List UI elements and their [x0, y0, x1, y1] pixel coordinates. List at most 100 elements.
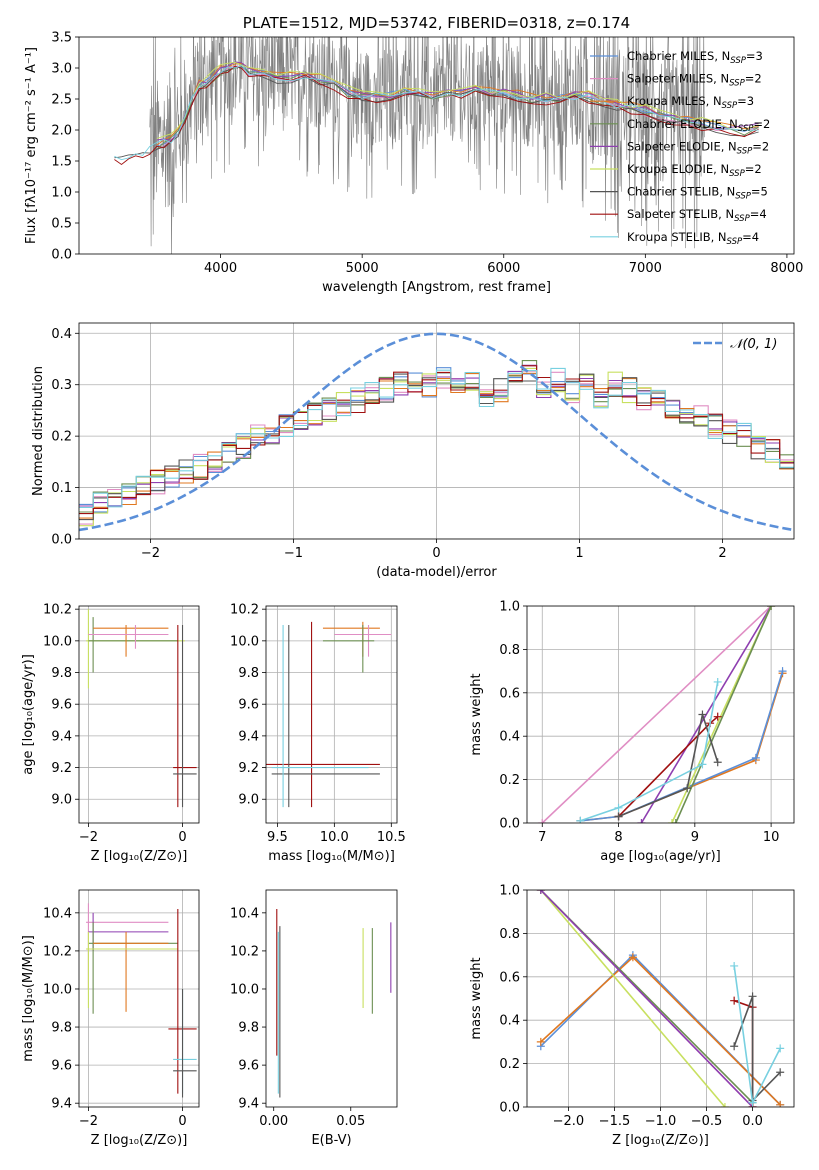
legend-label-kroupa_elodie: Kroupa ELODIE, NSSP=2 [627, 162, 762, 179]
y-tick-label: 10.2 [43, 944, 72, 959]
x-tick-label: 0.00 [259, 1114, 288, 1129]
y-tick-label: 10.2 [230, 944, 259, 959]
weight-point-chabrier_miles [778, 667, 787, 676]
weight-point-kroupa_stelib [614, 803, 623, 812]
y-tick-label: 9.6 [238, 698, 259, 713]
x-tick-label: 10 [763, 830, 780, 845]
y-tick-label: 0.4 [51, 327, 72, 342]
y-tick-label: 1.0 [499, 600, 520, 615]
x-tick-label: 0.05 [336, 1114, 365, 1129]
model-line-kroupa_miles [156, 62, 759, 146]
y-axis-label: mass [log₁₀(M/M⊙)] [21, 935, 36, 1062]
age_vs_mass-plot-area [266, 606, 397, 823]
y-tick-label: 9.8 [51, 1021, 72, 1036]
weight-line-chabrier_miles [580, 670, 784, 822]
y-tick-label: 0.2 [51, 430, 72, 445]
weight-point-kroupa_miles [776, 1100, 785, 1107]
age_vs_z-chart: −2 0 9.0 9.2 9.4 9.6 9.8 10.0 10.2 Z [log₁₀(Z/Z⊙)… [21, 603, 200, 864]
y-tick-label: 0.8 [499, 643, 520, 658]
legend-label-salpeter_miles: Salpeter MILES, NSSP=2 [627, 72, 762, 89]
weight-line-chabrier_stelib [733, 996, 781, 1103]
weight-point-kroupa_elodie [720, 1103, 729, 1107]
weight-line-salpeter_elodie [540, 890, 754, 1107]
weight_vs_age-chart: 7 8 9 10 0.0 0.2 0.4 0.6 0.8 1.0 age [log₁₀(age/yr… [469, 600, 795, 864]
weight-line-kroupa_miles [580, 673, 784, 822]
x-tick-label: −2 [79, 830, 98, 845]
weight-line-kroupa_stelib [580, 681, 719, 822]
x-tick-label: 0 [178, 1114, 186, 1129]
weight-point-kroupa_stelib [776, 1044, 785, 1053]
legend-label-salpeter_elodie: Salpeter ELODIE, NSSP=2 [627, 139, 769, 156]
legend-label-salpeter_stelib: Salpeter STELIB, NSSP=4 [627, 207, 767, 224]
y-axis-label: age [log₁₀(age/yr)] [21, 654, 36, 775]
mass_vs_ebv-frame [265, 889, 398, 1108]
x-tick-label: −2 [79, 1114, 98, 1129]
age_vs_z-plot-area [79, 606, 199, 823]
y-tick-label: 1.5 [51, 155, 72, 170]
weight-line-chabrier_elodie [675, 606, 772, 823]
weight-point-salpeter_elodie [536, 890, 545, 894]
weight_vs_age-plot-area [527, 606, 794, 823]
weight-line-kroupa_elodie [540, 890, 726, 1107]
weight-point-kroupa_stelib [576, 816, 585, 823]
mass_vs_z-chart: −2 0 9.4 9.6 9.8 10.0 10.2 10.4 Z [log₁₀(Z/Z⊙)] m… [21, 889, 200, 1148]
weight-point-chabrier_stelib [713, 758, 722, 767]
x-tick-label: 8000 [770, 261, 803, 276]
weight-point-kroupa_stelib [698, 760, 707, 769]
residuals-chart: −2 −1 0 1 2 0.0 0.1 0.2 0.3 0.4 (data-model)/error… [31, 322, 795, 580]
weight-point-salpeter_elodie [637, 819, 646, 823]
y-tick-label: 9.4 [51, 729, 72, 744]
data-spectrum-line [149, 37, 705, 254]
age_vs_z-frame [78, 605, 200, 824]
weight-point-kroupa_elodie [667, 819, 676, 823]
x-tick-label: 6000 [487, 261, 520, 276]
age_vs_mass-frame [265, 605, 398, 824]
x-axis-label: E(B-V) [311, 1133, 351, 1148]
y-tick-label: 10.0 [43, 634, 72, 649]
y-tick-label: 2.0 [51, 124, 72, 139]
x-tick-label: 7000 [629, 261, 662, 276]
y-tick-label: 0.8 [499, 927, 520, 942]
x-axis-label: Z [log₁₀(Z/Z⊙)] [612, 1133, 709, 1148]
mass_vs_z-frame [78, 889, 200, 1108]
legend-label-chabrier_stelib: Chabrier STELIB, NSSP=5 [627, 185, 768, 202]
y-tick-label: 0.0 [499, 817, 520, 832]
x-tick-label: 8 [614, 830, 622, 845]
weight-point-chabrier_stelib [614, 812, 623, 821]
residuals-plot-area [79, 323, 794, 539]
y-tick-label: 2.5 [51, 93, 72, 108]
weight-point-salpeter_stelib [730, 996, 739, 1005]
x-tick-label: −1 [284, 546, 303, 561]
legend-label-chabrier_miles: Chabrier MILES, NSSP=3 [627, 49, 763, 66]
spectrum-frame [78, 36, 795, 255]
x-tick-label: 5000 [346, 261, 379, 276]
x-tick-label: 10.0 [320, 830, 349, 845]
weight-point-kroupa_stelib [713, 677, 722, 686]
y-tick-label: 9.2 [238, 761, 259, 776]
weight-line-chabrier_stelib [618, 711, 719, 818]
y-tick-label: 9.6 [238, 1059, 259, 1074]
x-tick-label: 7 [538, 830, 546, 845]
y-tick-label: 1.0 [499, 884, 520, 899]
y-tick-label: 9.4 [51, 1097, 72, 1112]
y-tick-label: 9.0 [51, 793, 72, 808]
model-line-chabrier_stelib [114, 66, 759, 159]
y-tick-label: 9.6 [51, 1059, 72, 1074]
y-tick-label: 0.0 [51, 248, 72, 263]
weight-point-kroupa_stelib [748, 1098, 757, 1107]
y-tick-label: 0.6 [499, 970, 520, 985]
age_vs_mass-chart: 9.5 10.0 10.5 9.0 9.2 9.4 9.6 9.8 10.0 10.2 mass [… [230, 603, 406, 864]
x-tick-label: −2.0 [553, 1114, 585, 1129]
weight-point-chabrier_elodie [671, 819, 680, 823]
y-tick-label: 0.0 [499, 1101, 520, 1116]
y-tick-label: 9.2 [51, 761, 72, 776]
weight-point-salpeter_stelib [713, 712, 722, 721]
y-tick-label: 10.0 [230, 982, 259, 997]
weight-point-chabrier_stelib [748, 992, 757, 1001]
weight-point-chabrier_stelib [776, 1068, 785, 1077]
mass_vs_ebv-plot-area [276, 909, 392, 1098]
x-axis-label: mass [log₁₀(M/M⊙)] [268, 849, 395, 864]
x-axis-label: age [log₁₀(age/yr)] [600, 849, 721, 864]
weight-point-chabrier_stelib [683, 784, 692, 793]
y-tick-label: 9.4 [238, 1097, 259, 1112]
